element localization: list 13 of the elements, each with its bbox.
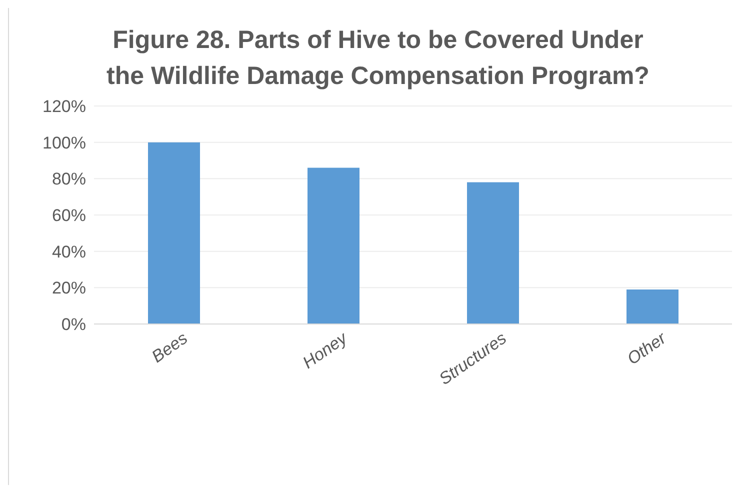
bar <box>626 289 678 324</box>
chart-title: Figure 28. Parts of Hive to be Covered Under the Wildlife Damage Compensation Program? <box>106 25 650 92</box>
y-tick-label: 40% <box>52 242 86 262</box>
bar <box>148 142 200 324</box>
bar <box>467 182 519 324</box>
y-tick-label: 60% <box>52 206 86 226</box>
y-tick-label: 120% <box>42 97 86 116</box>
y-tick-label: 20% <box>52 278 86 298</box>
y-tick-label: 100% <box>42 133 86 152</box>
x-tick-label: Bees <box>148 328 192 366</box>
bar <box>308 168 360 324</box>
y-tick-label: 0% <box>61 315 86 334</box>
y-tick-label: 80% <box>52 170 86 189</box>
